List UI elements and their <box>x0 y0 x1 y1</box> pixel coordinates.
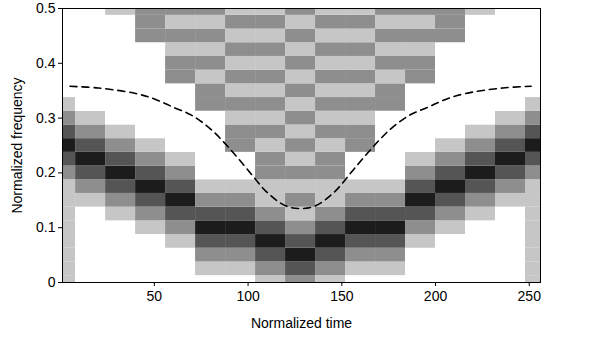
svg-text:50: 50 <box>147 288 163 304</box>
svg-text:0: 0 <box>48 274 56 290</box>
svg-text:0.4: 0.4 <box>36 55 56 71</box>
svg-text:0.5: 0.5 <box>36 0 56 16</box>
svg-text:0.3: 0.3 <box>36 110 56 126</box>
svg-text:0.1: 0.1 <box>36 219 56 235</box>
svg-text:150: 150 <box>330 288 354 304</box>
svg-text:100: 100 <box>236 288 260 304</box>
svg-text:250: 250 <box>518 288 542 304</box>
svg-text:Normalized time: Normalized time <box>251 315 352 331</box>
svg-text:200: 200 <box>424 288 448 304</box>
svg-text:0.2: 0.2 <box>36 164 56 180</box>
svg-text:Normalized frequency: Normalized frequency <box>9 77 25 213</box>
